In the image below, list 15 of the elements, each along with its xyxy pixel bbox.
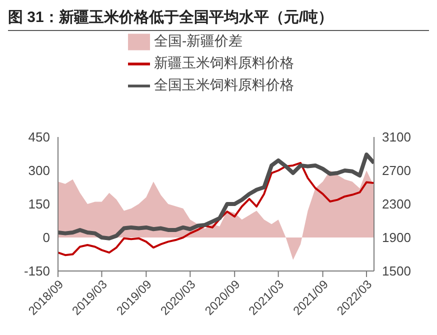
y-tick-label: 0 [42,230,50,246]
y2-tick-label: 3100 [382,130,411,145]
y2-tick-label: 1500 [382,264,411,279]
y2-tick-label: 2700 [382,163,411,178]
legend-label: 全国-新疆价差 [154,32,243,49]
chart-title: 图 31：新疆玉米价格低于全国平均水平（元/吨） [8,8,429,31]
y-tick-label: -150 [24,264,50,279]
line-series [58,152,374,240]
y2-tick-label: 1900 [382,230,411,246]
y2-tick-label: 2300 [382,196,411,212]
legend-label: 全国玉米饲料原料价格 [154,76,294,93]
legend-label: 新疆玉米饲料原料价格 [154,54,294,71]
y-tick-label: 450 [28,130,50,145]
y-tick-label: 300 [28,163,50,178]
y-tick-label: 150 [28,196,50,212]
